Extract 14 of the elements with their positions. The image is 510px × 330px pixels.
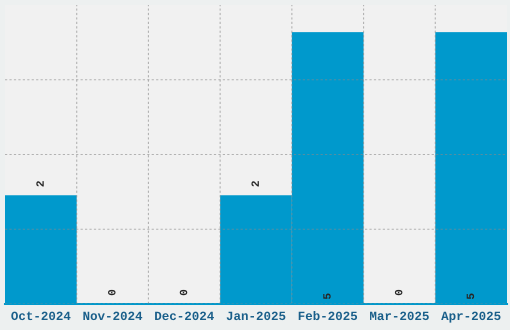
x-tick-label: Feb-2025 [298, 310, 358, 320]
data-label: 0 [394, 290, 402, 296]
x-tick-label: Dec-2024 [155, 312, 214, 320]
x-tick-label: Jan-2025 [226, 312, 286, 320]
x-tick-label: Mar-2025 [370, 312, 429, 320]
data-label: 2 [36, 181, 44, 186]
data-label: 5 [323, 294, 331, 300]
data-label: 0 [180, 290, 188, 296]
data-label: 2 [251, 181, 259, 186]
x-tick-label: Nov-2024 [83, 312, 142, 320]
data-label: 0 [108, 290, 116, 296]
x-tick-label: Oct-2024 [11, 312, 70, 320]
data-label: 5 [466, 294, 474, 300]
x-tick-label: Apr-2025 [441, 312, 500, 323]
